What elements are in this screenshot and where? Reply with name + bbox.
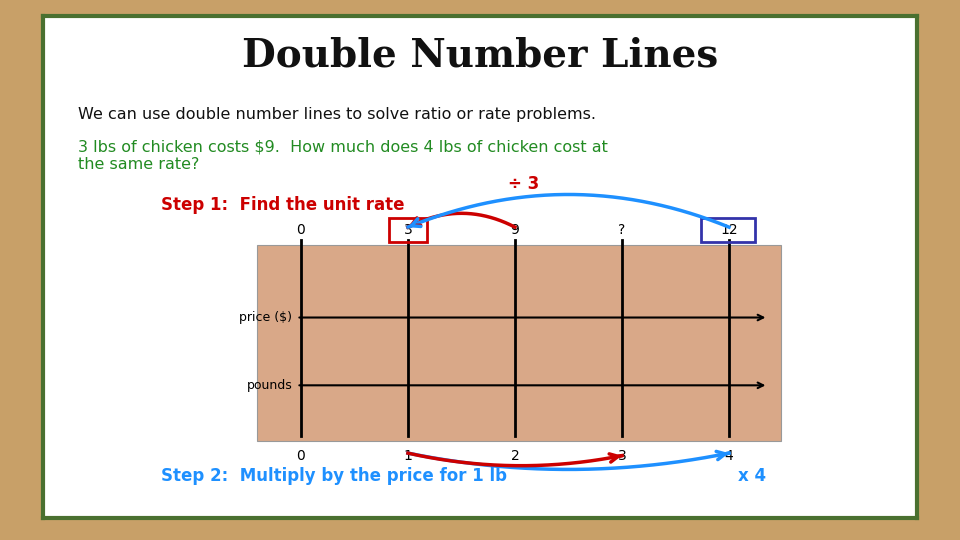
- Text: 2: 2: [511, 449, 519, 463]
- Text: pounds: pounds: [247, 379, 292, 392]
- Bar: [257, 245, 781, 441]
- Text: ÷ 3: ÷ 3: [508, 176, 540, 193]
- Text: 1: 1: [403, 449, 413, 463]
- Text: price ($): price ($): [239, 311, 292, 324]
- Text: We can use double number lines to solve ratio or rate problems.: We can use double number lines to solve …: [78, 106, 596, 122]
- Text: 3: 3: [403, 222, 412, 237]
- Text: 3: 3: [617, 449, 626, 463]
- Text: 4: 4: [725, 449, 733, 463]
- Text: 12: 12: [720, 222, 738, 237]
- Text: 0: 0: [297, 222, 305, 237]
- Text: 9: 9: [511, 222, 519, 237]
- Text: Step 2:  Multiply by the price for 1 lb: Step 2: Multiply by the price for 1 lb: [161, 467, 507, 485]
- Text: 3 lbs of chicken costs $9.  How much does 4 lbs of chicken cost at
the same rate: 3 lbs of chicken costs $9. How much does…: [78, 139, 608, 172]
- Text: Double Number Lines: Double Number Lines: [242, 36, 718, 75]
- Text: Step 1:  Find the unit rate: Step 1: Find the unit rate: [161, 195, 404, 213]
- Text: 0: 0: [297, 449, 305, 463]
- Text: x 4: x 4: [737, 467, 766, 485]
- Text: ?: ?: [618, 222, 626, 237]
